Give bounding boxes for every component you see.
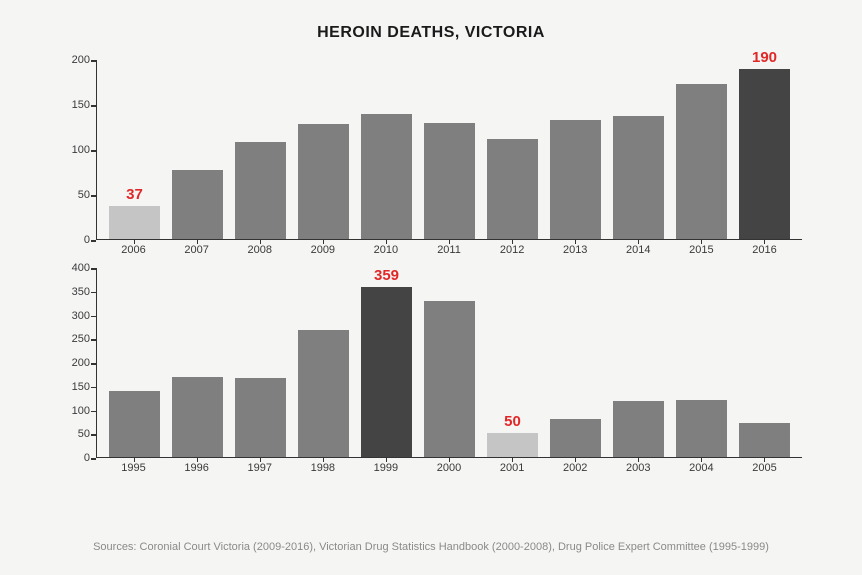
bar-slot [418,60,481,239]
bar [676,400,728,457]
bar [487,139,539,239]
chart-2006-2016: 0501001502003719020062007200820092010201… [60,60,802,256]
bar-slot [355,60,418,239]
y-tick-label: 200 [72,54,90,66]
bar: 359 [361,287,413,457]
chart-title: HEROIN DEATHS, VICTORIA [60,24,802,42]
x-tick-mark [260,457,262,462]
x-tick-mark [512,457,514,462]
bar [676,84,728,239]
bar [613,116,665,239]
bar-slot [166,268,229,457]
bar-slot [481,60,544,239]
x-tick-mark [134,239,136,244]
bar-slot [670,60,733,239]
bar [298,330,350,457]
x-tick-mark [638,239,640,244]
value-label: 359 [374,267,399,284]
bar-slot [292,268,355,457]
bar [613,401,665,457]
bar-slot: 190 [733,60,796,239]
y-tick-label: 350 [72,286,90,298]
y-tick-label: 0 [84,452,90,464]
bar-slot [544,268,607,457]
y-tick-label: 0 [84,234,90,246]
bar [235,142,287,239]
bar-slot [607,60,670,239]
bar-slot [670,268,733,457]
bar: 190 [739,69,791,239]
bar [172,170,224,239]
sources-text: Sources: Coronial Court Victoria (2009-2… [0,541,862,553]
bar-slot: 37 [103,60,166,239]
bar-slot [166,60,229,239]
y-tick-label: 250 [72,333,90,345]
plot-area: 37 190 [96,60,802,240]
bar-slot [229,268,292,457]
bar-slot: 359 [355,268,418,457]
bar [424,123,476,239]
x-tick-mark [449,457,451,462]
y-tick-label: 150 [72,99,90,111]
bar-slot [103,268,166,457]
x-tick-mark [323,239,325,244]
x-tick-mark [701,457,703,462]
value-label: 190 [752,49,777,66]
bar [298,124,350,239]
x-tick-mark [449,239,451,244]
bar [550,419,602,457]
bar [739,423,791,457]
bar-slot [544,60,607,239]
bar [550,120,602,239]
x-tick-mark [764,457,766,462]
x-tick-mark [323,457,325,462]
y-axis: 050100150200250300350400 [60,268,96,458]
x-tick-mark [575,457,577,462]
bar-slot: 50 [481,268,544,457]
bar-slot [229,60,292,239]
bar [109,391,161,457]
y-tick-label: 400 [72,262,90,274]
x-tick-mark [764,239,766,244]
bar-slot [418,268,481,457]
bars-row: 37 190 [97,60,802,239]
x-tick-mark [512,239,514,244]
value-label: 50 [504,413,521,430]
bar [361,114,413,239]
y-tick-label: 100 [72,144,90,156]
bar-slot [607,268,670,457]
bar [172,377,224,457]
y-tick-label: 300 [72,310,90,322]
x-tick-mark [386,239,388,244]
x-tick-mark [134,457,136,462]
chart-1995-2005: 0501001502002503003504003595019951996199… [60,268,802,474]
plot-area: 359 50 [96,268,802,458]
x-tick-mark [638,457,640,462]
y-axis: 050100150200 [60,60,96,240]
bar: 50 [487,433,539,457]
y-tick-mark [91,458,96,460]
bar-slot [292,60,355,239]
value-label: 37 [126,186,143,203]
x-tick-mark [701,239,703,244]
y-tick-label: 150 [72,381,90,393]
x-tick-mark [575,239,577,244]
y-tick-label: 100 [72,405,90,417]
y-tick-label: 50 [78,428,90,440]
x-tick-mark [197,239,199,244]
bar [424,301,476,457]
y-tick-label: 200 [72,357,90,369]
y-tick-mark [91,240,96,242]
bar [235,378,287,457]
bar-slot [733,268,796,457]
charts-container: 0501001502003719020062007200820092010201… [60,60,802,474]
x-tick-mark [386,457,388,462]
x-tick-mark [197,457,199,462]
x-tick-mark [260,239,262,244]
y-tick-label: 50 [78,189,90,201]
bars-row: 359 50 [97,268,802,457]
bar: 37 [109,206,161,239]
